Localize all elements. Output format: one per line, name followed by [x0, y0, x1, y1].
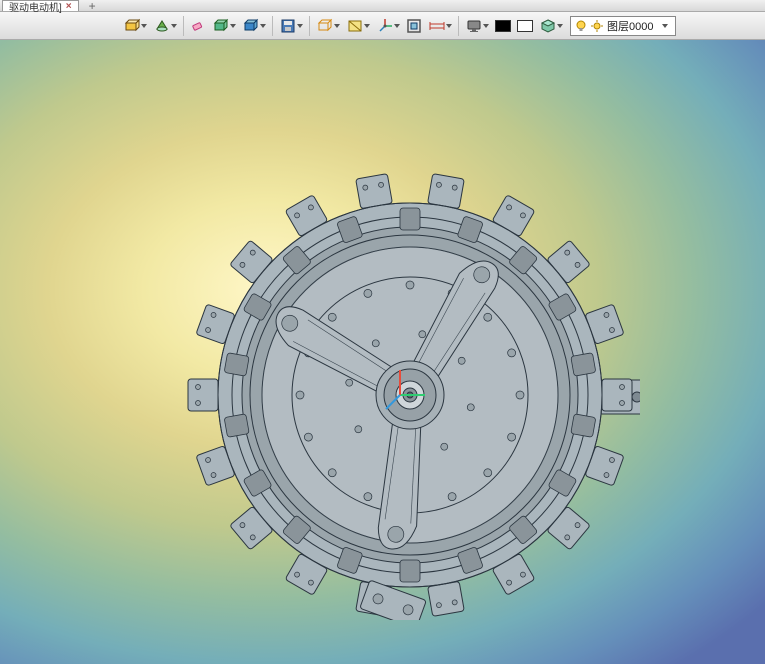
chevron-down-icon [483, 24, 489, 28]
layer-selector[interactable]: 图层0000 [570, 16, 676, 36]
chevron-down-icon [364, 24, 370, 28]
display-mode-button[interactable] [462, 15, 492, 37]
box-tool-button[interactable] [209, 15, 239, 37]
render-style-button[interactable] [150, 15, 180, 37]
solid-tool-button[interactable] [239, 15, 269, 37]
white-swatch-icon [517, 20, 533, 32]
sun-icon [591, 20, 603, 32]
document-tab[interactable]: 驱动电动机] × [2, 0, 79, 11]
section-view-button[interactable] [343, 15, 373, 37]
bulb-icon [575, 20, 587, 32]
tab-title: 驱动电动机] [9, 0, 62, 14]
cad-model [180, 160, 640, 620]
view-orientation-button[interactable] [120, 15, 150, 37]
viewport-3d[interactable] [0, 40, 765, 664]
chevron-down-icon [171, 24, 177, 28]
save-dropdown-button[interactable] [276, 15, 306, 37]
separator [272, 16, 273, 36]
chevron-down-icon [260, 24, 266, 28]
black-swatch-icon [495, 20, 511, 32]
color-black-swatch[interactable] [492, 15, 514, 37]
separator [458, 16, 459, 36]
chevron-down-icon [141, 24, 147, 28]
chevron-down-icon [657, 24, 671, 28]
wireframe-box-button[interactable] [313, 15, 343, 37]
separator [183, 16, 184, 36]
new-tab-button[interactable]: + [85, 0, 100, 13]
separator [309, 16, 310, 36]
coordinate-system-button[interactable] [373, 15, 403, 37]
chevron-down-icon [230, 24, 236, 28]
measure-button[interactable] [425, 15, 455, 37]
chevron-down-icon [297, 24, 303, 28]
material-button[interactable] [536, 15, 566, 37]
fit-view-button[interactable] [403, 15, 425, 37]
chevron-down-icon [446, 24, 452, 28]
chevron-down-icon [334, 24, 340, 28]
tab-bar: 驱动电动机] × + [0, 0, 765, 12]
chevron-down-icon [557, 24, 563, 28]
layer-name: 图层0000 [607, 18, 653, 34]
close-icon[interactable]: × [66, 1, 72, 12]
color-white-swatch[interactable] [514, 15, 536, 37]
toolbar: 图层0000 [0, 12, 765, 40]
eraser-button[interactable] [187, 15, 209, 37]
chevron-down-icon [394, 24, 400, 28]
